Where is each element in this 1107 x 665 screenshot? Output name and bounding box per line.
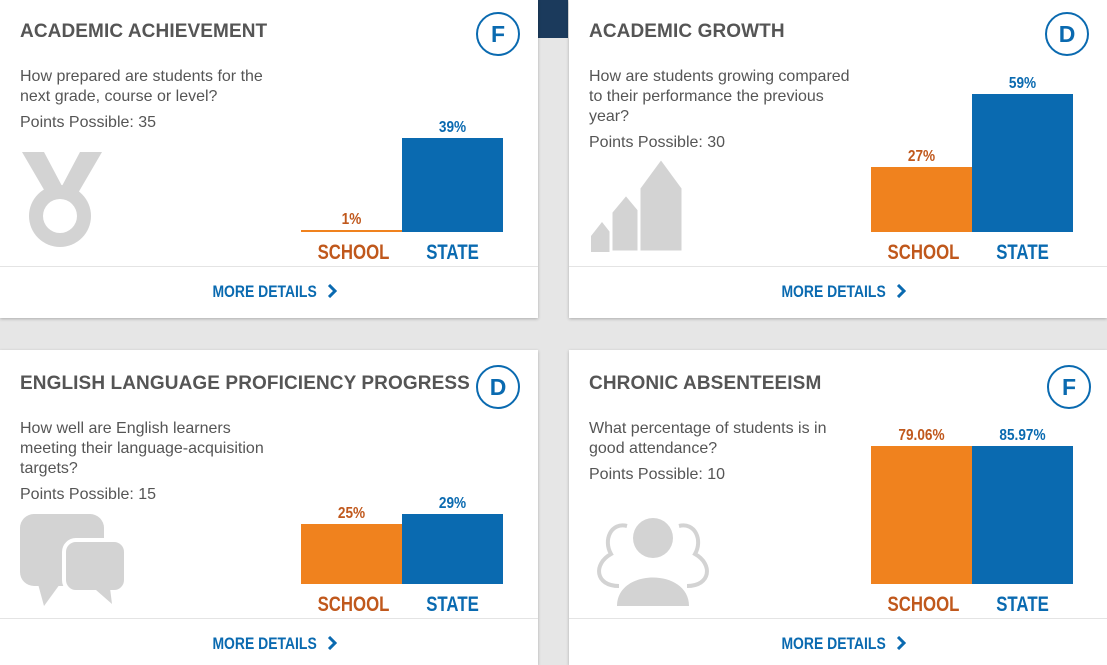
grade-badge: D [476,365,520,409]
school-value-label: 27% [907,148,936,166]
state-value-label: 85.97% [999,427,1046,444]
chronic-absenteeism-card: CHRONIC ABSENTEEISM F What percentage of… [569,350,1107,665]
points-possible: Points Possible: 30 [589,134,726,151]
card-title: ACADEMIC GROWTH [589,21,785,42]
school-bar [301,229,402,232]
card-description: How prepared are students for the next g… [20,67,285,133]
card-question: What percentage of students is in good a… [589,420,827,457]
state-bar [402,138,503,232]
card-description: How well are English learners meeting th… [20,419,285,505]
academic-achievement-card: ACADEMIC ACHIEVEMENT F How prepared are … [0,0,538,318]
more-details-link[interactable]: MORE DETAILS [569,634,1107,654]
grade-badge: F [476,12,520,56]
grade-badge: D [1045,12,1089,56]
state-value-label: 39% [438,119,467,137]
more-details-link[interactable]: MORE DETAILS [0,282,538,302]
school-axis-label: SCHOOL [887,593,960,616]
state-bar [402,514,503,584]
state-value-label: 29% [438,495,467,513]
card-divider [569,266,1107,267]
speech-bubbles-icon [20,514,128,606]
card-question: How well are English learners meeting th… [20,420,264,477]
school-value-label: 25% [337,505,366,522]
bar-chart: 79.06% 85.97% [871,427,1073,584]
points-possible: Points Possible: 35 [20,114,157,131]
school-bar [871,167,972,232]
more-details-label: MORE DETAILS [212,634,317,653]
medal-icon [22,152,102,247]
bar-chart: 25% 29% [301,434,503,584]
bar-chart: 1% 39% [301,82,503,232]
state-axis-label: STATE [426,241,479,264]
school-axis-label: SCHOOL [317,241,390,264]
state-axis-label: STATE [426,593,479,616]
card-divider [0,266,538,267]
card-divider [0,618,538,619]
state-value-label: 59% [1008,75,1037,92]
card-title: CHRONIC ABSENTEEISM [589,373,822,394]
english-language-proficiency-card: ENGLISH LANGUAGE PROFICIENCY PROGRESS D … [0,350,538,665]
card-question: How prepared are students for the next g… [20,68,263,105]
more-details-label: MORE DETAILS [781,634,886,653]
school-axis-label: SCHOOL [887,241,960,264]
chevron-right-icon [896,636,906,650]
state-bar [972,446,1073,584]
more-details-link[interactable]: MORE DETAILS [0,634,538,654]
school-value-label: 79.06% [898,427,945,444]
card-question: How are students growing compared to the… [589,68,850,125]
chevron-right-icon [327,636,337,650]
top-strip [538,0,568,38]
points-possible: Points Possible: 15 [20,486,157,503]
school-axis-label: SCHOOL [317,593,390,616]
chevron-right-icon [327,284,337,298]
growth-arrows-icon [591,155,685,252]
academic-growth-card: ACADEMIC GROWTH D How are students growi… [569,0,1107,318]
chevron-right-icon [896,284,906,298]
bar-chart: 27% 59% [871,75,1073,232]
more-details-link[interactable]: MORE DETAILS [569,282,1107,302]
grade-badge: F [1047,365,1091,409]
state-bar [972,94,1073,232]
school-bar [301,524,402,584]
school-bar [871,446,972,584]
state-axis-label: STATE [996,593,1049,616]
people-icon [597,518,709,606]
points-possible: Points Possible: 10 [589,466,726,483]
card-title: ENGLISH LANGUAGE PROFICIENCY PROGRESS [20,373,470,394]
more-details-label: MORE DETAILS [781,282,886,301]
card-divider [569,618,1107,619]
card-description: What percentage of students is in good a… [589,419,854,485]
more-details-label: MORE DETAILS [212,282,317,301]
card-description: How are students growing compared to the… [589,67,854,153]
state-axis-label: STATE [996,241,1049,264]
school-value-label: 1% [341,210,362,228]
card-title: ACADEMIC ACHIEVEMENT [20,21,268,42]
